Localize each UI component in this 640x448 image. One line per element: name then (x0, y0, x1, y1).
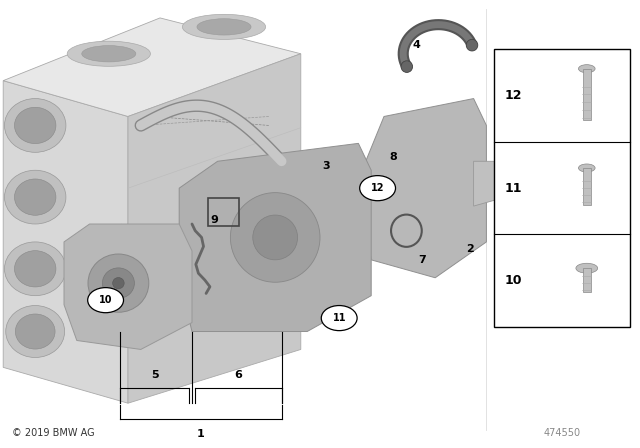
Polygon shape (64, 224, 192, 349)
Polygon shape (3, 18, 301, 116)
Ellipse shape (4, 242, 66, 296)
Text: 474550: 474550 (543, 428, 580, 438)
Ellipse shape (82, 46, 136, 62)
Text: 6: 6 (234, 370, 243, 380)
Text: 12: 12 (504, 89, 522, 102)
Text: 10: 10 (99, 295, 113, 305)
Ellipse shape (197, 19, 251, 35)
Bar (208, 198, 239, 226)
Text: 11: 11 (332, 313, 346, 323)
Bar (583, 168, 591, 205)
Ellipse shape (4, 99, 66, 152)
Ellipse shape (467, 39, 478, 51)
Ellipse shape (15, 314, 55, 349)
Text: 4: 4 (412, 40, 420, 50)
Ellipse shape (4, 170, 66, 224)
Text: 8: 8 (390, 152, 397, 162)
Ellipse shape (576, 263, 598, 273)
Text: 9: 9 (211, 215, 218, 224)
Polygon shape (128, 54, 301, 403)
Text: 5: 5 (151, 370, 158, 380)
Circle shape (321, 306, 357, 331)
Polygon shape (3, 81, 128, 403)
Circle shape (88, 288, 124, 313)
Ellipse shape (113, 278, 124, 289)
Text: 7: 7 (419, 255, 426, 265)
Ellipse shape (6, 306, 65, 358)
Ellipse shape (102, 268, 134, 298)
Ellipse shape (67, 41, 150, 66)
Bar (583, 69, 591, 120)
Text: 11: 11 (504, 181, 522, 195)
Ellipse shape (253, 215, 298, 260)
Text: 10: 10 (504, 274, 522, 287)
Polygon shape (179, 143, 371, 332)
Ellipse shape (401, 61, 413, 73)
Polygon shape (474, 161, 506, 206)
Ellipse shape (182, 14, 266, 39)
Ellipse shape (579, 164, 595, 172)
Ellipse shape (88, 254, 149, 312)
Text: 3: 3 (323, 161, 330, 171)
Text: 2: 2 (467, 244, 474, 254)
Polygon shape (358, 99, 486, 278)
Bar (583, 268, 591, 292)
Text: 12: 12 (371, 183, 385, 193)
Text: © 2019 BMW AG: © 2019 BMW AG (12, 428, 94, 438)
Ellipse shape (15, 179, 56, 215)
Circle shape (360, 176, 396, 201)
Ellipse shape (230, 193, 320, 282)
Bar (494, 49, 630, 327)
Ellipse shape (15, 250, 56, 287)
Text: 1: 1 (197, 429, 205, 439)
Ellipse shape (579, 65, 595, 73)
Ellipse shape (15, 108, 56, 143)
